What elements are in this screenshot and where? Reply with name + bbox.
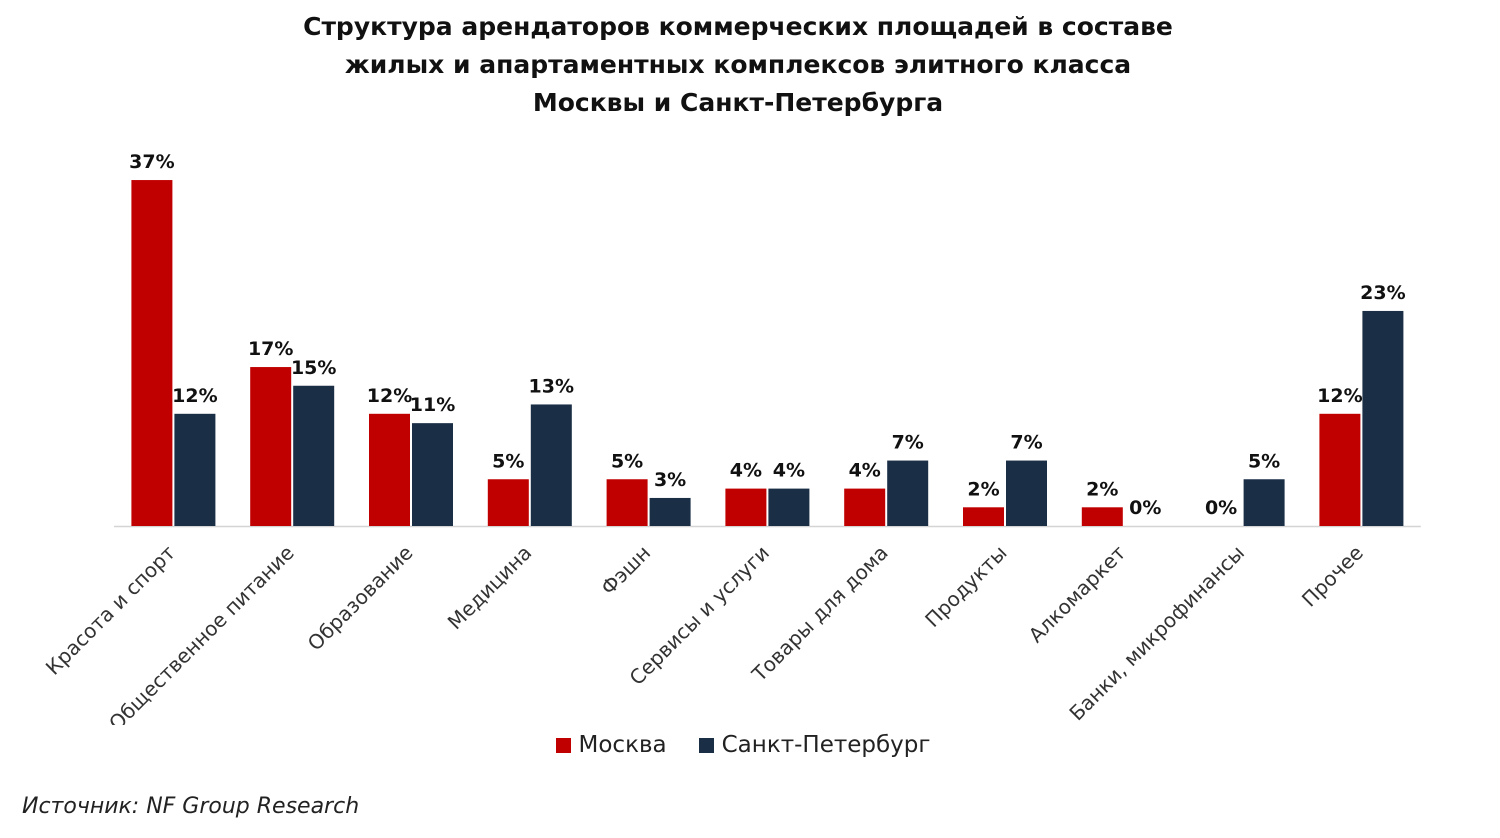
- bar-spb-3: [530, 404, 572, 526]
- data-label-moscow-0: 37%: [129, 151, 174, 173]
- bar-spb-4: [649, 497, 691, 526]
- data-label-spb-8: 0%: [1129, 497, 1161, 519]
- bar-spb-0: [174, 413, 216, 526]
- data-label-spb-3: 13%: [529, 375, 574, 397]
- category-label-0: Красота и спорт: [41, 540, 180, 679]
- bar-moscow-5: [725, 488, 767, 526]
- bar-spb-5: [768, 488, 810, 526]
- bar-moscow-4: [606, 479, 648, 526]
- data-label-moscow-1: 17%: [248, 338, 293, 360]
- bar-moscow-7: [963, 507, 1004, 526]
- source-note: Источник: NF Group Research: [22, 794, 360, 819]
- legend-item-spb: Санкт-Петербург: [698, 732, 931, 758]
- data-label-moscow-5: 4%: [730, 460, 762, 482]
- bar-moscow-1: [250, 367, 292, 526]
- legend-label-moscow: Москва: [578, 732, 667, 758]
- data-label-spb-4: 3%: [654, 469, 686, 491]
- bar-moscow-2: [369, 413, 410, 526]
- chart-title-line-1: Структура арендаторов коммерческих площа…: [303, 12, 1173, 41]
- bar-moscow-6: [844, 488, 886, 526]
- data-label-moscow-2: 12%: [367, 385, 412, 407]
- bar-spb-10: [1362, 310, 1404, 526]
- data-label-spb-0: 12%: [172, 385, 217, 407]
- category-label-7: Продукты: [920, 541, 1011, 632]
- bar-moscow-0: [131, 180, 173, 527]
- data-label-moscow-7: 2%: [967, 478, 999, 500]
- chart-title: Структура арендаторов коммерческих площа…: [0, 8, 1476, 122]
- legend-item-moscow: Москва: [555, 732, 667, 758]
- data-label-moscow-6: 4%: [849, 460, 881, 482]
- legend-swatch-spb: [698, 737, 714, 753]
- chart-title-line-3: Москвы и Санкт-Петербурга: [532, 88, 944, 117]
- category-label-3: Медицина: [443, 541, 537, 635]
- category-label-4: Фэшн: [596, 541, 655, 600]
- chart-legend: Москва Санкт-Петербург: [0, 732, 1486, 758]
- legend-swatch-moscow: [555, 737, 571, 753]
- chart-title-line-2: жилых и апартаментных комплексов элитног…: [344, 50, 1132, 79]
- bar-spb-1: [293, 385, 335, 526]
- data-label-spb-10: 23%: [1360, 282, 1405, 304]
- bar-spb-2: [412, 423, 453, 526]
- bar-chart: 37% 12% Красота и спорт 17%15% Общественное …: [41, 151, 1421, 725]
- legend-label-spb: Санкт-Петербург: [721, 732, 931, 758]
- data-label-moscow-8: 2%: [1086, 478, 1118, 500]
- category-label-2: Образование: [303, 541, 418, 656]
- data-label-spb-6: 7%: [892, 432, 924, 454]
- data-label-moscow-3: 5%: [492, 450, 524, 472]
- data-label-moscow-10: 12%: [1317, 385, 1362, 407]
- bar-moscow-10: [1319, 413, 1361, 526]
- bar-spb-7: [1006, 460, 1047, 526]
- data-label-moscow-4: 5%: [611, 450, 643, 472]
- category-label-10: Прочее: [1297, 541, 1368, 612]
- bar-spb-9: [1243, 479, 1285, 526]
- data-label-spb-2: 11%: [410, 394, 455, 416]
- data-label-spb-1: 15%: [291, 357, 336, 379]
- bar-moscow-3: [487, 479, 529, 526]
- category-label-8: Алкомаркет: [1024, 540, 1131, 647]
- data-label-spb-9: 5%: [1248, 450, 1280, 472]
- bar-spb-6: [887, 460, 929, 526]
- data-label-moscow-9: 0%: [1205, 497, 1237, 519]
- data-label-spb-5: 4%: [773, 460, 805, 482]
- bar-moscow-8: [1081, 507, 1123, 526]
- data-label-spb-7: 7%: [1010, 432, 1042, 454]
- category-label-1: Общественное питание: [104, 541, 299, 725]
